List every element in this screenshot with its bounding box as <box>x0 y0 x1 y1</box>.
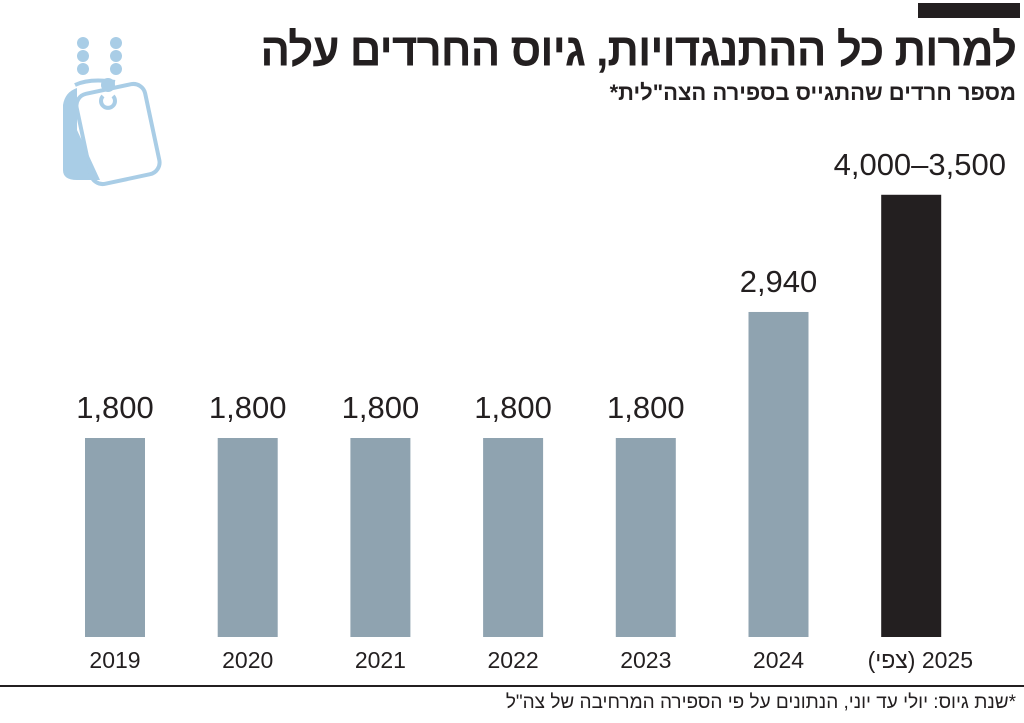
bar-2024 <box>748 311 809 637</box>
header-accent-bar <box>918 3 1020 18</box>
data-label: 1,800 <box>342 390 420 425</box>
x-tick-label: 2023 <box>620 647 671 673</box>
bar-2019 <box>85 438 145 637</box>
data-label: 2,940 <box>740 264 818 299</box>
data-label: 1,800 <box>209 390 287 425</box>
x-tick-label: 2022 <box>488 647 539 673</box>
x-tick-label: 2020 <box>222 647 273 673</box>
chart-title: למרות כל ההתנגדויות, גיוס החרדים עלה <box>260 24 1017 77</box>
x-tick-label: 2019 <box>89 647 140 673</box>
data-label: 1,800 <box>76 390 154 425</box>
footnote: *שנת גיוס: יולי עד יוני, הנתונים על פי ה… <box>505 692 1016 713</box>
bar-2022 <box>483 438 544 637</box>
bar-2021 <box>350 438 411 637</box>
bar-2020 <box>217 438 278 637</box>
bar-chart: 1,800 2019 1,800 2020 1,800 2021 1,800 2022 1,80… <box>76 147 1006 673</box>
bar-2025 <box>881 194 942 637</box>
x-tick-label: 2024 <box>753 647 804 673</box>
dog-tags-icon <box>63 37 162 187</box>
x-tick-label: 2021 <box>355 647 406 673</box>
data-label: 1,800 <box>474 390 552 425</box>
x-tick-label: 2025 (צפי) <box>868 647 973 673</box>
data-label: 1,800 <box>607 390 685 425</box>
chart-subtitle: מספר חרדים שהתגייס בספירה הצה"לית* <box>609 80 1016 105</box>
data-label: 4,000–3,500 <box>834 147 1006 182</box>
bar-2023 <box>615 438 676 637</box>
footer-divider <box>0 685 1024 687</box>
